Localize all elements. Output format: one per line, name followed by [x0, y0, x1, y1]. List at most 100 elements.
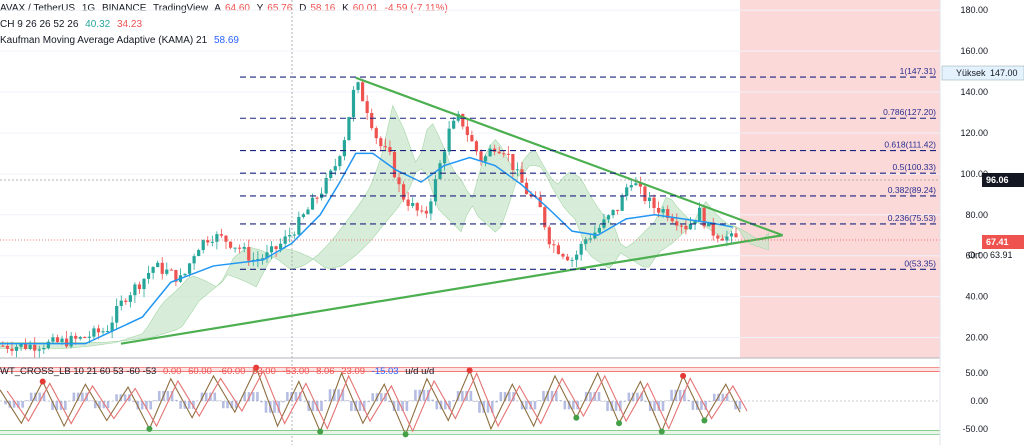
avg-tag-value: 63.91 — [990, 250, 1013, 260]
candle-body — [716, 235, 720, 239]
ichimoku-value-2: 34.23 — [116, 19, 143, 30]
candle-body — [502, 153, 506, 155]
candle-body — [238, 247, 242, 249]
candle-body — [347, 117, 351, 141]
osc-histogram-bar — [132, 401, 135, 402]
wt-cross-marker — [701, 417, 708, 424]
osc-histogram-bar — [499, 392, 503, 401]
candle-body — [474, 141, 479, 152]
osc-axis[interactable]: 50.00 0.00 -50.00 — [962, 368, 988, 434]
price-axis[interactable]: 180.00 160.00 140.00 120.00 100.00 80.00 60.00… — [960, 5, 988, 342]
osc-histogram-bar — [328, 389, 332, 401]
osc-histogram-bar — [572, 401, 575, 410]
fib-level-label: 0.5(100.33) — [893, 162, 937, 172]
osc-histogram-bar — [563, 401, 567, 410]
candle-body — [483, 156, 488, 162]
wt-suffix: u/d u/d — [405, 366, 435, 377]
price-tick-label: 40.00 — [965, 292, 988, 302]
candle-body — [315, 197, 319, 199]
wt-cross-marker — [146, 425, 153, 432]
symbol-name[interactable]: AVAX / TetherUS — [0, 3, 76, 14]
osc-histogram-bar — [542, 390, 545, 401]
osc-histogram-bar — [175, 399, 178, 401]
candle-body — [60, 338, 64, 342]
osc-histogram-bar — [303, 401, 306, 402]
wt-cross-marker — [402, 431, 409, 438]
osc-histogram-bar — [222, 401, 225, 409]
wt-cross-marker — [253, 364, 260, 371]
osc-histogram-bar — [38, 392, 42, 401]
close-value: 60.01 — [352, 3, 378, 14]
osc-histogram-bar — [401, 401, 404, 412]
trendlines[interactable] — [120, 76, 784, 345]
fib-retracement[interactable]: 1(147.31) 0.786(127.20) 0.618(111.42) 0.5(1… — [240, 66, 940, 270]
candle-body — [14, 346, 19, 351]
osc-histogram-bar — [414, 389, 417, 401]
osc-histogram-bar — [469, 390, 473, 401]
osc-histogram-bar — [298, 392, 302, 401]
candle-body — [142, 278, 146, 290]
candle-body — [133, 284, 137, 296]
close-label: K — [342, 3, 349, 14]
osc-histogram-bar — [444, 401, 447, 410]
candle-body — [479, 151, 483, 162]
candle-body — [74, 335, 78, 339]
fib-level-label: 0.618(111.42) — [884, 140, 936, 150]
candle-body — [638, 183, 642, 187]
candle-body — [10, 348, 14, 351]
candle-body — [101, 331, 105, 333]
osc-histogram-bar — [166, 390, 170, 401]
osc-histogram-bar — [653, 401, 656, 412]
osc-histogram-bar — [55, 401, 59, 410]
osc-histogram-bar — [260, 401, 264, 403]
candle-body — [657, 207, 661, 213]
candle-body — [197, 250, 201, 257]
osc-histogram-bar — [51, 401, 54, 410]
candle-body — [169, 269, 173, 271]
candle-body — [19, 343, 23, 347]
candle-body — [625, 187, 629, 196]
osc-histogram-bar — [286, 392, 289, 401]
candle-body — [51, 337, 55, 342]
candle-body — [351, 89, 356, 118]
candle-body — [620, 195, 624, 211]
osc-histogram-bar — [21, 401, 24, 408]
candle-body — [506, 153, 510, 155]
ichimoku-legend[interactable]: CH 9 26 26 52 26 40.32 34.23 — [0, 19, 146, 30]
osc-histogram-bar — [495, 401, 498, 403]
candle-body — [588, 238, 592, 240]
candle-body — [538, 197, 542, 208]
candle-body — [46, 341, 50, 349]
osc-histogram-bar — [341, 389, 345, 401]
wt-cross-oscillator — [0, 364, 940, 438]
wt-line-1 — [0, 366, 741, 436]
candle-body — [565, 256, 570, 261]
candle-body — [570, 259, 574, 261]
osc-histogram-bar — [409, 400, 413, 401]
candle-body — [652, 197, 656, 208]
candle-body — [647, 197, 652, 202]
osc-histogram-bar — [179, 401, 182, 409]
wt-cross-marker — [680, 372, 687, 379]
osc-histogram-bar — [81, 392, 84, 401]
osc-histogram-bar — [72, 392, 76, 401]
wt-legend[interactable]: WT_CROSS_LB 10 21 60 53 -60 -53 0.00 60.… — [0, 366, 438, 377]
candle-body — [192, 256, 196, 264]
future-zone — [740, 0, 940, 358]
candle-body — [529, 194, 533, 197]
osc-histogram-bar — [725, 393, 729, 401]
osc-histogram-bar — [251, 392, 255, 401]
osc-histogram-bar — [217, 400, 221, 401]
fib-level-label: 0.236(75.53) — [888, 213, 936, 223]
kama-legend[interactable]: Kaufman Moving Average Adaptive (KAMA) 2… — [0, 35, 243, 46]
candle-body — [274, 246, 278, 250]
interval-label[interactable]: 1G — [81, 3, 96, 14]
candle-body — [187, 263, 192, 274]
candle-body — [584, 239, 588, 244]
candle-body — [388, 147, 392, 153]
candle-body — [83, 336, 87, 338]
kama-name: Kaufman Moving Average Adaptive (KAMA) 2… — [0, 35, 208, 46]
candle-body — [702, 207, 706, 227]
candle-body — [488, 148, 492, 157]
